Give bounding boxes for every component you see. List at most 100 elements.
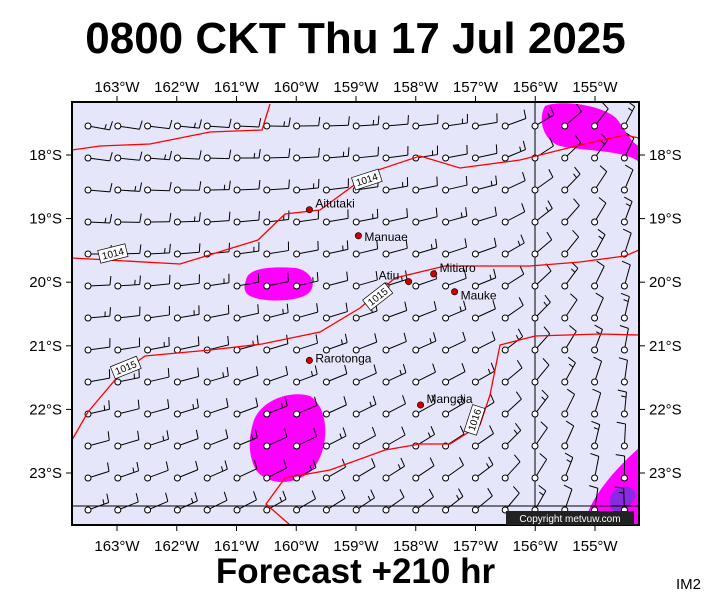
wind-barb: [144, 243, 171, 258]
lon-label-top: 156°W: [513, 79, 559, 96]
wind-barb: [203, 398, 229, 418]
wind-barb: [114, 182, 143, 194]
wind-barb: [412, 238, 438, 258]
isobar-line: [265, 333, 640, 526]
wind-barb: [144, 212, 172, 226]
lat-label-right: 22°S: [649, 401, 682, 418]
wind-barb: [233, 242, 260, 258]
wind-barb: [501, 297, 524, 322]
lat-label-left: 18°S: [29, 147, 62, 164]
wind-barb: [442, 207, 468, 226]
wind-barb: [203, 491, 228, 514]
wind-barb: [84, 431, 110, 450]
wind-barb: [352, 489, 375, 514]
wind-barb: [501, 454, 521, 482]
wind-barb: [322, 271, 349, 290]
wind-barb: [382, 363, 407, 386]
wind-barb: [501, 234, 525, 258]
wind-barb: [173, 336, 200, 354]
wind-barb: [591, 101, 609, 130]
wind-barb: [293, 303, 319, 322]
axes: 163°W 163°W 162°W 162°W 161°W 161°W 160°W 160°W…: [29, 79, 681, 555]
wind-barb: [471, 113, 498, 130]
wind-barb: [412, 114, 439, 130]
place-dot: [305, 356, 313, 364]
lon-label-bottom: 155°W: [572, 538, 618, 555]
place-dot: [430, 270, 438, 278]
wind-barb: [114, 337, 141, 354]
wind-barb: [352, 395, 377, 418]
wind-barb: [471, 206, 497, 226]
wind-barb: [233, 366, 259, 386]
wind-barb: [590, 452, 600, 482]
wind-barb: [382, 208, 408, 226]
wind-barb: [233, 149, 261, 162]
places: Aitutaki Manuae Atiu Mitiaro Mauke Rarotonga M…: [305, 197, 497, 409]
wind-barb: [352, 208, 379, 226]
wind-barb: [561, 452, 574, 482]
wind-barb: [84, 307, 111, 322]
wind-barb: [173, 274, 200, 290]
lat-label-right: 21°S: [649, 338, 682, 355]
wind-barb: [144, 119, 173, 130]
wind-barb: [471, 300, 496, 322]
lat-label-right: 23°S: [649, 465, 682, 482]
lon-label-top: 162°W: [154, 79, 200, 96]
wind-barb: [263, 459, 287, 482]
wind-barb: [412, 457, 435, 482]
wind-barb: [442, 488, 464, 514]
wind-barb: [84, 214, 113, 226]
wind-barb: [322, 302, 348, 322]
wind-barb: [531, 358, 550, 386]
wind-barb: [442, 394, 466, 418]
wind-barb: [382, 395, 406, 418]
wind-barb: [531, 294, 551, 322]
wind-barb: [263, 303, 289, 322]
place-aitutaki: Aitutaki: [305, 197, 355, 214]
heavy-rain-southeast: [609, 486, 636, 512]
wind-barb: [233, 459, 258, 482]
wind-barb: [263, 210, 290, 226]
wind-barb: [322, 489, 346, 514]
place-dot: [354, 232, 362, 240]
wind-barb: [173, 119, 202, 130]
place-label: Aitutaki: [315, 197, 354, 211]
wind-barb: [501, 359, 523, 386]
wind-barb: [531, 389, 549, 418]
wind-barb: [293, 365, 318, 386]
wind-barb: [471, 425, 494, 450]
wind-barb: [412, 394, 436, 418]
svg-text:1014: 1014: [101, 246, 126, 262]
place-atiu: Atiu: [379, 269, 413, 286]
wind-barb: [591, 197, 607, 226]
place-dot: [405, 278, 413, 286]
wind-barb: [501, 422, 522, 450]
lon-label-top: 161°W: [214, 79, 260, 96]
wind-barb: [263, 428, 288, 450]
wind-barb: [173, 460, 199, 482]
wind-barb: [352, 364, 377, 386]
wind-barb: [263, 272, 289, 290]
wind-barb: [501, 140, 527, 162]
place-label: Mangaia: [427, 392, 473, 406]
lat-label-left: 23°S: [29, 465, 62, 482]
wind-barb: [114, 461, 140, 482]
wind-barb: [382, 115, 409, 130]
wind-barb: [620, 292, 630, 322]
place-label: Manuae: [364, 230, 408, 244]
wind-barb: [471, 331, 496, 354]
wind-barb: [591, 292, 604, 322]
isobar-label: 1014: [97, 243, 129, 264]
wind-barb: [531, 231, 553, 258]
wind-barb: [144, 430, 170, 450]
isobar-line: [71, 134, 640, 265]
wind-barb: [293, 334, 319, 354]
wind-barb: [293, 147, 320, 162]
wind-barb: [471, 144, 498, 162]
wind-barb: [144, 274, 171, 290]
wind-barb: [84, 338, 111, 354]
lon-label-top: 163°W: [94, 79, 140, 96]
forecast-label: Forecast +210 hr: [215, 552, 496, 591]
wind-barb: [144, 399, 170, 418]
wind-barb: [203, 366, 229, 386]
